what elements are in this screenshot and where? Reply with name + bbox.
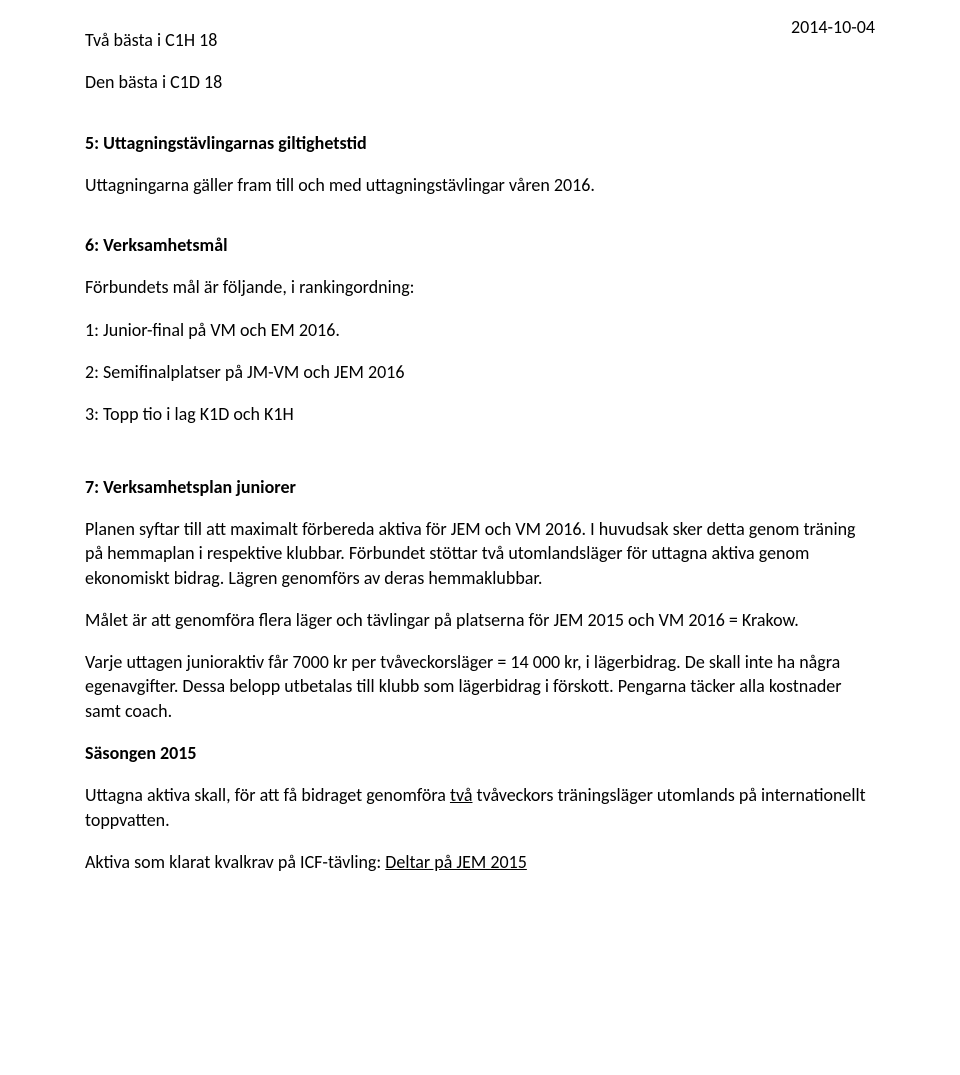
document-date: 2014-10-04 bbox=[791, 16, 875, 38]
line-c1h18: Två bästa i C1H 18 bbox=[85, 28, 875, 52]
p4-underline: två bbox=[450, 784, 473, 806]
section-7-p5: Aktiva som klarat kvalkrav på ICF-tävlin… bbox=[85, 850, 875, 874]
season-2015-heading: Säsongen 2015 bbox=[85, 741, 875, 765]
section-6-item3: 3: Topp tio i lag K1D och K1H bbox=[85, 402, 875, 426]
section-6-intro: Förbundets mål är följande, i rankingord… bbox=[85, 275, 875, 299]
section-7-p2: Målet är att genomföra flera läger och t… bbox=[85, 608, 875, 632]
section-5-body: Uttagningarna gäller fram till och med u… bbox=[85, 173, 875, 197]
section-6-item1: 1: Junior-final på VM och EM 2016. bbox=[85, 318, 875, 342]
section-7-p4: Uttagna aktiva skall, för att få bidrage… bbox=[85, 783, 875, 832]
section-7-p3: Varje uttagen junioraktiv får 7000 kr pe… bbox=[85, 650, 875, 723]
section-6-heading: 6: Verksamhetsmål bbox=[85, 233, 875, 257]
p5-underline: Deltar på JEM 2015 bbox=[385, 851, 527, 873]
section-5-heading: 5: Uttagningstävlingarnas giltighetstid bbox=[85, 131, 875, 155]
line-c1d18: Den bästa i C1D 18 bbox=[85, 70, 875, 94]
section-7-p1: Planen syftar till att maximalt förbered… bbox=[85, 517, 875, 590]
section-7-heading: 7: Verksamhetsplan juniorer bbox=[85, 475, 875, 499]
p5-pre: Aktiva som klarat kvalkrav på ICF-tävlin… bbox=[85, 851, 385, 873]
section-6-item2: 2: Semifinalplatser på JM-VM och JEM 201… bbox=[85, 360, 875, 384]
p4-pre: Uttagna aktiva skall, för att få bidrage… bbox=[85, 784, 450, 806]
document-page: 2014-10-04 Två bästa i C1H 18 Den bästa … bbox=[0, 0, 960, 1075]
